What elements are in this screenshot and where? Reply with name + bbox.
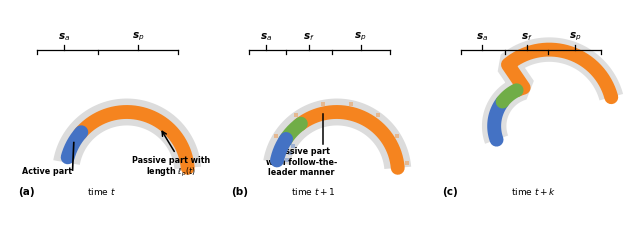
Polygon shape xyxy=(376,113,380,117)
Text: time $t+1$: time $t+1$ xyxy=(291,186,336,197)
Polygon shape xyxy=(482,37,623,144)
Text: Active part: Active part xyxy=(22,167,72,176)
Text: $\boldsymbol{s}_p$: $\boldsymbol{s}_p$ xyxy=(569,31,581,43)
Text: time $t$: time $t$ xyxy=(86,186,116,197)
Polygon shape xyxy=(263,99,411,169)
Text: $\boldsymbol{s}_a$: $\boldsymbol{s}_a$ xyxy=(476,32,488,43)
Text: time $t+k$: time $t+k$ xyxy=(511,186,557,197)
Text: (b): (b) xyxy=(231,187,248,197)
Polygon shape xyxy=(291,144,295,148)
Text: $\boldsymbol{s}_a$: $\boldsymbol{s}_a$ xyxy=(58,32,70,43)
Text: $\boldsymbol{s}_a$: $\boldsymbol{s}_a$ xyxy=(260,32,272,43)
Text: Passive part with
length $\ell_p(t)$: Passive part with length $\ell_p(t)$ xyxy=(132,156,210,180)
Polygon shape xyxy=(294,113,298,117)
Text: Passive part
with follow-the-
leader manner: Passive part with follow-the- leader man… xyxy=(266,147,337,177)
Text: $\boldsymbol{s}_p$: $\boldsymbol{s}_p$ xyxy=(131,31,144,43)
Polygon shape xyxy=(53,99,201,169)
Text: $\boldsymbol{s}_f$: $\boldsymbol{s}_f$ xyxy=(521,32,532,43)
Text: $\boldsymbol{s}_f$: $\boldsymbol{s}_f$ xyxy=(303,32,315,43)
Polygon shape xyxy=(405,161,409,165)
Polygon shape xyxy=(321,102,324,106)
Text: (c): (c) xyxy=(442,187,458,197)
Polygon shape xyxy=(275,134,278,138)
Text: $\boldsymbol{s}_p$: $\boldsymbol{s}_p$ xyxy=(355,31,367,43)
Polygon shape xyxy=(287,151,292,155)
Polygon shape xyxy=(396,134,399,138)
Polygon shape xyxy=(349,102,353,106)
Text: (a): (a) xyxy=(19,187,35,197)
Polygon shape xyxy=(285,158,289,162)
